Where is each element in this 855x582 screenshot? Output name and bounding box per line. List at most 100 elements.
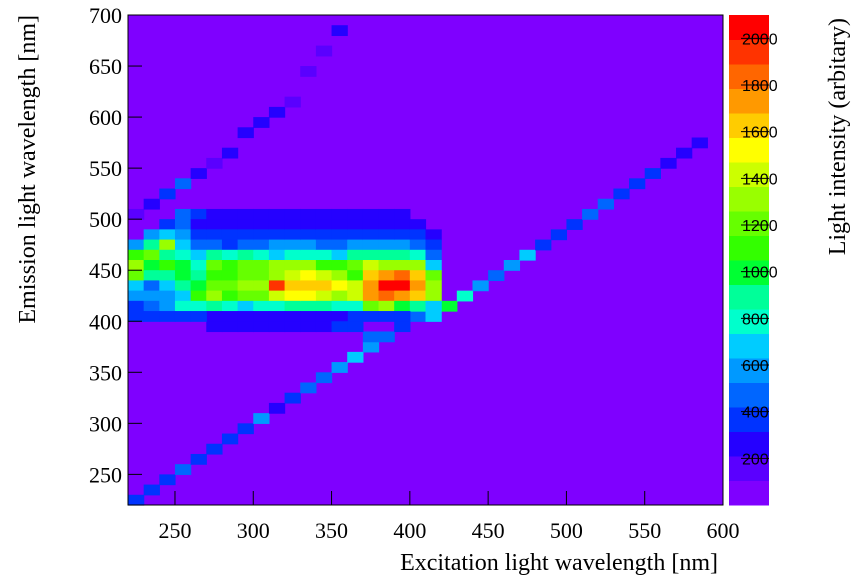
heatmap-cell xyxy=(128,280,145,292)
colorbar-swatch xyxy=(729,480,769,506)
heatmap-cell xyxy=(174,290,192,302)
y-tick-label: 350 xyxy=(89,360,122,385)
heatmap-cell xyxy=(253,219,270,230)
heatmap-cell xyxy=(143,270,160,282)
y-tick-label: 700 xyxy=(89,3,122,28)
heatmap-cell xyxy=(268,300,286,312)
heatmap-cell xyxy=(315,45,333,57)
heatmap-cell xyxy=(253,280,270,292)
heatmap-cell xyxy=(143,239,160,251)
heatmap-cell xyxy=(253,208,270,220)
heatmap-cell xyxy=(378,290,395,302)
heatmap-cell xyxy=(362,270,380,282)
x-tick-label: 450 xyxy=(472,518,505,543)
heatmap-cells xyxy=(128,25,708,506)
heatmap-cell xyxy=(300,290,317,302)
heatmap-cell xyxy=(174,270,192,282)
heatmap-cell xyxy=(347,280,364,292)
y-tick-label: 600 xyxy=(89,105,122,130)
heatmap-cell xyxy=(237,270,254,282)
heatmap-cell xyxy=(347,239,364,251)
heatmap-cell xyxy=(347,270,364,282)
heatmap-cell xyxy=(425,229,442,241)
heatmap-cell xyxy=(284,229,301,241)
heatmap-cell xyxy=(409,280,427,292)
y-axis-title: Emission light wavelength [nm] xyxy=(15,15,41,324)
heatmap-cell xyxy=(300,229,317,241)
x-tick-label: 600 xyxy=(707,518,740,543)
y-tick-label: 500 xyxy=(89,207,122,232)
heatmap-cell xyxy=(268,239,286,251)
heatmap-cell xyxy=(331,321,348,333)
heatmap-cell xyxy=(629,178,646,190)
heatmap-cell xyxy=(409,270,427,282)
heatmap-cell xyxy=(315,249,333,261)
heatmap-cell xyxy=(221,311,239,322)
heatmap-cell xyxy=(128,290,145,302)
heatmap-cell xyxy=(535,239,552,251)
heatmap-cell xyxy=(331,300,348,312)
colorbar-swatch xyxy=(729,333,769,359)
heatmap-cell xyxy=(128,260,145,271)
heatmap-cell xyxy=(221,208,239,220)
colorbar-tick-label: 400 xyxy=(742,405,769,422)
heatmap-cell xyxy=(362,239,380,251)
y-tick-label: 550 xyxy=(89,156,122,181)
heatmap-cell xyxy=(174,208,192,220)
heatmap-cell xyxy=(174,229,192,241)
heatmap-cell xyxy=(394,249,411,261)
heatmap-cell xyxy=(174,249,192,261)
heatmap-cell xyxy=(472,280,489,292)
heatmap-cell xyxy=(190,219,207,230)
heatmap-cell xyxy=(190,270,207,282)
colorbar-tick-label: 800 xyxy=(742,311,769,328)
heatmap-cell xyxy=(315,239,333,251)
x-tick-label: 250 xyxy=(158,518,191,543)
heatmap-cell xyxy=(221,300,239,312)
heatmap-cell xyxy=(378,208,395,220)
heatmap-cell xyxy=(221,147,239,159)
heatmap-cell xyxy=(441,300,458,312)
heatmap-cell xyxy=(300,311,317,322)
heatmap-cell xyxy=(394,300,411,312)
heatmap-cell xyxy=(456,290,474,302)
plot-frame xyxy=(127,14,724,506)
heatmap-cell xyxy=(206,157,223,169)
heatmap-cell xyxy=(159,239,176,251)
heatmap-cell xyxy=(315,372,333,384)
y-tick-label: 400 xyxy=(89,309,122,334)
heatmap-cell xyxy=(206,300,223,312)
heatmap-cell xyxy=(409,249,427,261)
heatmap-cell xyxy=(190,290,207,302)
heatmap-cell xyxy=(143,280,160,292)
heatmap-cell xyxy=(253,260,270,271)
heatmap-cell xyxy=(378,239,395,251)
heatmap-cell xyxy=(190,168,207,179)
heatmap-cell xyxy=(300,239,317,251)
heatmap-cell xyxy=(425,249,442,261)
heatmap-cell xyxy=(315,311,333,322)
heatmap-cell xyxy=(237,311,254,322)
colorbar-tick-label: 1800 xyxy=(742,78,778,95)
heatmap-cell xyxy=(347,229,364,241)
heatmap-cell xyxy=(378,331,395,343)
heatmap-cell xyxy=(378,270,395,282)
heatmap-cell xyxy=(300,300,317,312)
heatmap-cell xyxy=(221,321,239,333)
heatmap-cell xyxy=(237,423,254,435)
heatmap-cell xyxy=(394,290,411,302)
colorbar-swatch xyxy=(729,284,769,310)
heatmap-cell xyxy=(347,249,364,261)
colorbar-swatch xyxy=(729,39,769,65)
heatmap-cell xyxy=(159,270,176,282)
heatmap-cell xyxy=(190,453,207,465)
heatmap-cell xyxy=(503,260,521,271)
colorbar-tick-label: 200 xyxy=(742,451,769,468)
colorbar-swatch xyxy=(729,382,769,408)
colorbar-tick-label: 1200 xyxy=(742,218,778,235)
heatmap-cell xyxy=(253,300,270,312)
heatmap-cell xyxy=(128,208,145,220)
heatmap-cell xyxy=(347,300,364,312)
heatmap-cell xyxy=(237,321,254,333)
